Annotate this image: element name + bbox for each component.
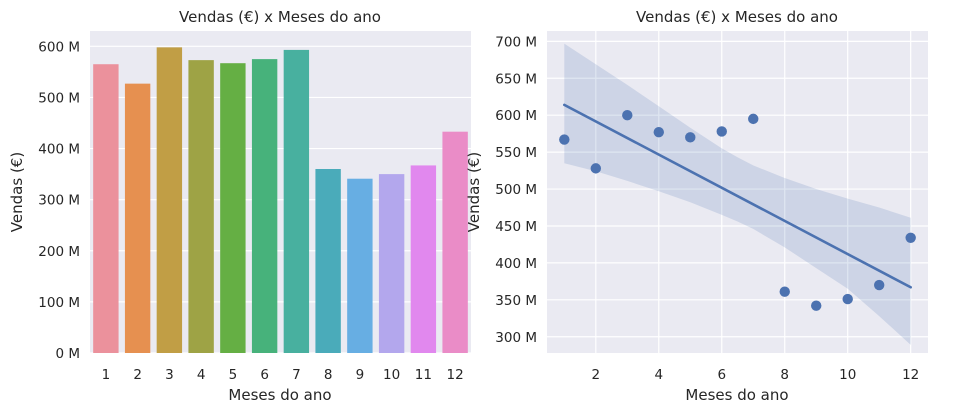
- scatter-chart-title: Vendas (€) x Meses do ano: [636, 8, 838, 26]
- scatter-y-tick-label: 650 M: [495, 71, 537, 87]
- bar-x-tick-label: 7: [292, 367, 301, 383]
- scatter-point: [905, 232, 916, 243]
- scatter-chart: 300 M 350 M 400 M 450 M 500 M 550 M 600 M 650 M…: [465, 8, 928, 404]
- bar: [93, 64, 119, 353]
- scatter-x-tick-label: 8: [780, 367, 789, 383]
- scatter-x-axis-label: Meses do ano: [685, 386, 788, 404]
- bar: [378, 174, 405, 353]
- bar-chart-title: Vendas (€) x Meses do ano: [179, 8, 381, 26]
- bar-y-tick-labels: 0 M 100 M 200 M 300 M 400 M 500 M 600 M: [38, 39, 80, 362]
- regression-line: [563, 103, 912, 289]
- bar: [188, 60, 214, 354]
- scatter-point: [842, 293, 853, 305]
- scatter-point: [559, 134, 570, 145]
- scatter-x-tick-label: 2: [592, 367, 601, 383]
- bar-x-axis-label: Meses do ano: [228, 386, 331, 404]
- scatter-point: [716, 126, 727, 137]
- scatter-point: [622, 109, 633, 121]
- bar-x-tick-label: 11: [415, 367, 432, 383]
- bar: [156, 47, 183, 353]
- bar: [347, 178, 373, 353]
- scatter-point: [748, 113, 759, 125]
- scatter-x-tick-label: 4: [654, 367, 663, 383]
- scatter-y-tick-label: 500 M: [495, 182, 537, 198]
- bar: [315, 169, 341, 353]
- bar: [283, 49, 310, 354]
- scatter-point: [873, 279, 885, 291]
- scatter-x-tick-label: 6: [717, 367, 726, 383]
- bar: [442, 131, 468, 353]
- bar-y-tick-label: 0 M: [55, 346, 80, 362]
- scatter-y-tick-label: 700 M: [495, 34, 537, 50]
- bar-x-tick-label: 12: [447, 367, 464, 383]
- bar-y-tick-label: 600 M: [38, 39, 80, 55]
- scatter-x-tick-label: 12: [902, 367, 919, 383]
- bar: [410, 165, 437, 353]
- bar-x-tick-label: 6: [260, 367, 269, 383]
- scatter-y-tick-labels: 300 M 350 M 400 M 450 M 500 M 550 M 600 M 650 M…: [495, 34, 537, 345]
- bar-x-tick-label: 10: [383, 367, 400, 383]
- bar-y-tick-label: 500 M: [38, 90, 80, 106]
- bar-x-tick-label: 5: [229, 367, 238, 383]
- bar-x-tick-label: 9: [356, 367, 365, 383]
- bar-y-tick-label: 300 M: [38, 193, 80, 209]
- bar-plot-background: [90, 31, 471, 353]
- scatter-x-tick-label: 10: [839, 367, 856, 383]
- bar: [251, 59, 278, 353]
- scatter-point: [590, 163, 602, 174]
- scatter-y-tick-label: 400 M: [495, 256, 537, 272]
- scatter-y-axis-label: Vendas (€): [465, 152, 483, 232]
- bar: [220, 63, 246, 353]
- bar-y-axis-label: Vendas (€): [8, 152, 26, 232]
- bar-x-tick-label: 8: [324, 367, 333, 383]
- bar-x-tick-label: 3: [165, 367, 174, 383]
- scatter-point: [653, 126, 664, 138]
- scatter-y-tick-label: 350 M: [495, 293, 537, 309]
- scatter-y-tick-label: 550 M: [495, 145, 537, 161]
- scatter-point: [779, 286, 790, 297]
- bar-x-tick-label: 4: [197, 367, 206, 383]
- bar-y-tick-label: 100 M: [38, 295, 80, 311]
- scatter-x-tick-labels: 2 4 6 8 10 12: [592, 367, 920, 383]
- bar-y-tick-label: 200 M: [38, 244, 80, 260]
- confidence-band: [564, 43, 911, 345]
- bar-x-tick-label: 1: [102, 367, 111, 383]
- bar-gridlines: [90, 45, 471, 354]
- bar-marks: [93, 47, 468, 354]
- scatter-y-tick-label: 600 M: [495, 108, 537, 124]
- bar: [124, 83, 151, 354]
- bar-x-tick-labels: 1 2 3 4 5 6 7 8 9 10 11 12: [102, 367, 464, 383]
- bar-x-tick-label: 2: [133, 367, 142, 383]
- scatter-point: [811, 300, 822, 311]
- scatter-points: [559, 109, 916, 311]
- scatter-y-tick-label: 300 M: [495, 330, 537, 346]
- scatter-point: [685, 132, 696, 143]
- scatter-gridlines: [547, 31, 928, 353]
- bar-y-tick-label: 400 M: [38, 142, 80, 158]
- scatter-y-tick-label: 450 M: [495, 219, 537, 235]
